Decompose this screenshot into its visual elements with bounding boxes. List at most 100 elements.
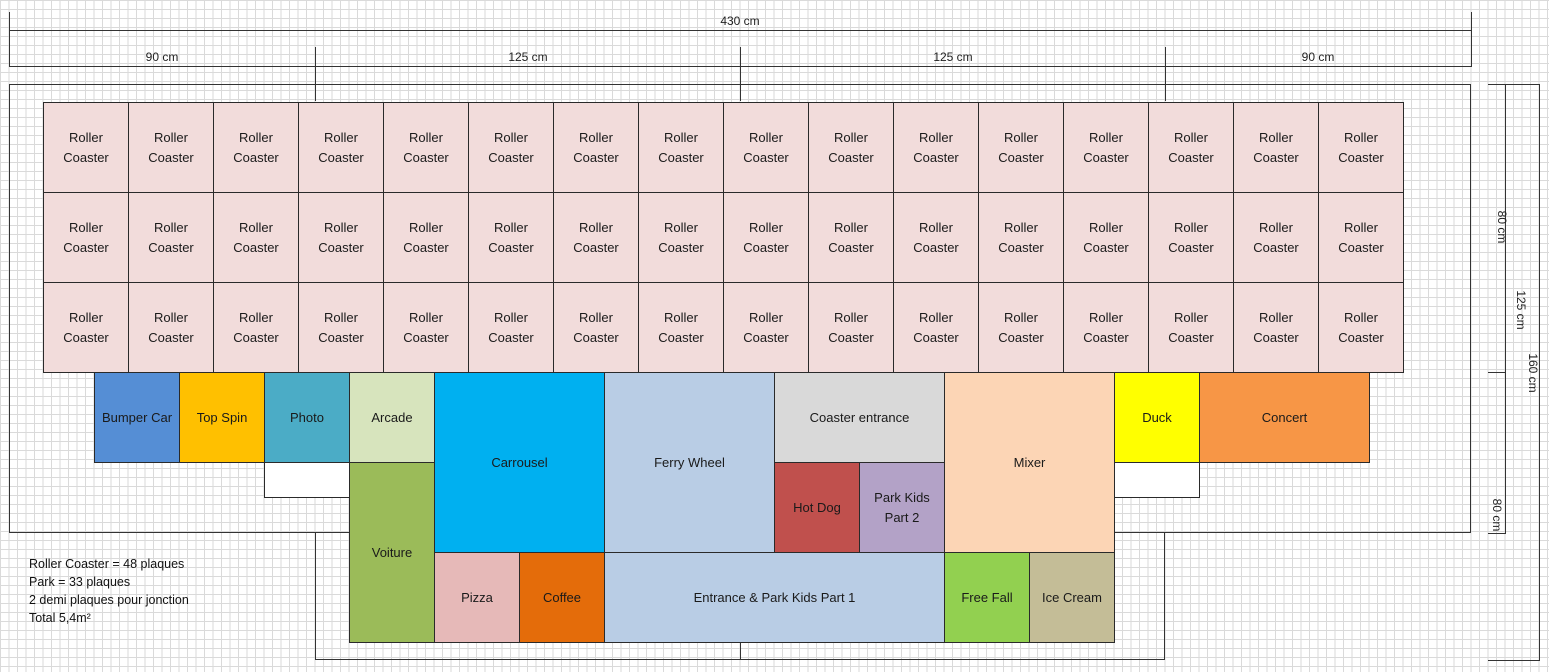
dim-right-tick-mid [1488,372,1506,373]
roller-coaster-plate: Roller Coaster [1233,192,1319,283]
roller-coaster-label: Roller Coaster [1338,219,1384,255]
outline-center-divider [740,640,741,660]
dim-segment-1: 90 cm [145,50,179,64]
note-park-count: Park = 33 plaques [29,575,131,589]
note-roller-coaster-count: Roller Coaster = 48 plaques [29,557,185,571]
zone-duck: Duck [1114,372,1200,463]
roller-coaster-label: Roller Coaster [318,309,364,345]
roller-coaster-plate: Roller Coaster [723,282,809,373]
roller-coaster-plate: Roller Coaster [43,102,129,193]
dim-right-tick-top [1488,84,1540,85]
roller-coaster-label: Roller Coaster [828,219,874,255]
roller-coaster-label: Roller Coaster [318,129,364,165]
roller-coaster-plate: Roller Coaster [383,192,469,283]
roller-coaster-label: Roller Coaster [1253,219,1299,255]
zone-ice-cream: Ice Cream [1029,552,1115,643]
roller-coaster-label: Roller Coaster [233,219,279,255]
roller-coaster-label: Roller Coaster [403,129,449,165]
roller-coaster-label: Roller Coaster [743,129,789,165]
note-total-area: Total 5,4m² [29,611,91,625]
roller-coaster-label: Roller Coaster [1168,129,1214,165]
roller-coaster-plate: Roller Coaster [1233,102,1319,193]
dim-tick-3 [1165,47,1166,101]
dim-segment-4: 90 cm [1301,50,1335,64]
zone-hot-dog: Hot Dog [774,462,860,553]
roller-coaster-label: Roller Coaster [403,309,449,345]
roller-coaster-label: Roller Coaster [998,129,1044,165]
roller-coaster-label: Roller Coaster [1253,309,1299,345]
roller-coaster-label: Roller Coaster [998,309,1044,345]
roller-coaster-plate: Roller Coaster [893,282,979,373]
dim-right-line-1 [1505,84,1506,534]
dim-right-tick-end [1488,660,1540,661]
roller-coaster-plate: Roller Coaster [1233,282,1319,373]
roller-coaster-plate: Roller Coaster [1148,282,1234,373]
roller-coaster-plate: Roller Coaster [1318,282,1404,373]
roller-coaster-plate: Roller Coaster [553,102,639,193]
roller-coaster-label: Roller Coaster [998,219,1044,255]
roller-coaster-label: Roller Coaster [1083,309,1129,345]
roller-coaster-label: Roller Coaster [743,309,789,345]
roller-coaster-plate: Roller Coaster [1063,282,1149,373]
roller-coaster-label: Roller Coaster [1253,129,1299,165]
roller-coaster-plate: Roller Coaster [383,102,469,193]
roller-coaster-label: Roller Coaster [148,309,194,345]
roller-coaster-label: Roller Coaster [488,309,534,345]
roller-coaster-label: Roller Coaster [573,129,619,165]
roller-coaster-plate: Roller Coaster [1318,192,1404,283]
dim-segment-2: 125 cm [508,50,548,64]
notes-block: Roller Coaster = 48 plaques Park = 33 pl… [29,555,189,627]
roller-coaster-plate: Roller Coaster [213,192,299,283]
roller-coaster-label: Roller Coaster [573,309,619,345]
roller-coaster-plate: Roller Coaster [383,282,469,373]
zone-coffee: Coffee [519,552,605,643]
roller-coaster-plate: Roller Coaster [468,102,554,193]
dim-right-80-bottom: 80 cm [1490,498,1504,532]
roller-coaster-label: Roller Coaster [488,219,534,255]
note-junction: 2 demi plaques pour jonction [29,593,189,607]
zone-concert: Concert [1199,372,1370,463]
roller-coaster-plate: Roller Coaster [128,102,214,193]
roller-coaster-plate: Roller Coaster [553,282,639,373]
zone-free-fall: Free Fall [944,552,1030,643]
roller-coaster-plate: Roller Coaster [723,192,809,283]
roller-coaster-label: Roller Coaster [488,129,534,165]
roller-coaster-label: Roller Coaster [913,219,959,255]
roller-coaster-plate: Roller Coaster [213,102,299,193]
dim-tick-left [9,12,10,66]
roller-coaster-label: Roller Coaster [233,309,279,345]
empty-plate-right [1114,462,1200,498]
roller-coaster-label: Roller Coaster [573,219,619,255]
dim-right-line-2 [1539,84,1540,660]
roller-coaster-plate: Roller Coaster [808,192,894,283]
roller-coaster-plate: Roller Coaster [298,282,384,373]
zone-carrousel: Carrousel [434,372,605,553]
roller-coaster-label: Roller Coaster [1168,309,1214,345]
roller-coaster-plate: Roller Coaster [1148,192,1234,283]
dim-total-width: 430 cm [720,14,760,28]
dim-tick-2 [740,47,741,101]
roller-coaster-plate: Roller Coaster [1063,192,1149,283]
zone-ferry-wheel: Ferry Wheel [604,372,775,553]
zone-mixer: Mixer [944,372,1115,553]
zone-park-kids-2: Park Kids Part 2 [859,462,945,553]
zone-arcade: Arcade [349,372,435,463]
roller-coaster-grid: Roller Coaster Roller Coaster Roller Coast… [43,102,1404,373]
roller-coaster-label: Roller Coaster [828,129,874,165]
roller-coaster-plate: Roller Coaster [893,192,979,283]
roller-coaster-label: Roller Coaster [403,219,449,255]
roller-coaster-plate: Roller Coaster [128,192,214,283]
roller-coaster-label: Roller Coaster [1083,219,1129,255]
roller-coaster-plate: Roller Coaster [978,102,1064,193]
roller-coaster-plate: Roller Coaster [1318,102,1404,193]
roller-coaster-plate: Roller Coaster [638,282,724,373]
roller-coaster-plate: Roller Coaster [808,102,894,193]
roller-coaster-plate: Roller Coaster [553,192,639,283]
roller-coaster-plate: Roller Coaster [638,102,724,193]
roller-coaster-label: Roller Coaster [233,129,279,165]
dim-segment-3: 125 cm [933,50,973,64]
dim-right-tick-bot [1488,533,1506,534]
roller-coaster-label: Roller Coaster [148,129,194,165]
roller-coaster-label: Roller Coaster [658,129,704,165]
roller-coaster-plate: Roller Coaster [43,192,129,283]
